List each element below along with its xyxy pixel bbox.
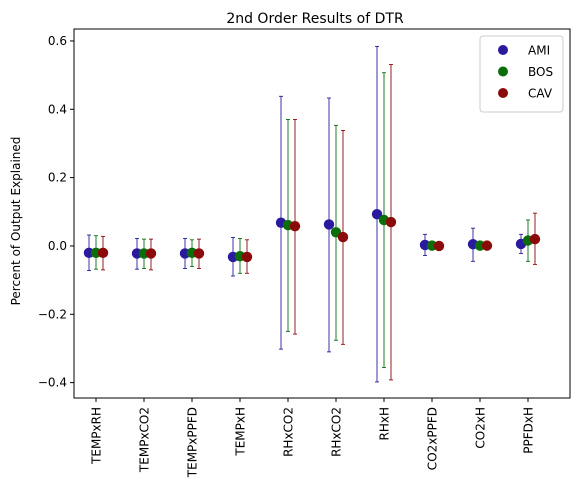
legend-marker-bos xyxy=(498,66,508,77)
data-point xyxy=(371,208,383,220)
x-tick-label: TEMPxH xyxy=(234,407,248,457)
x-tick-label: TEMPxCO2 xyxy=(138,407,152,473)
x-tick-label: CO2xPPFD xyxy=(426,407,440,470)
y-tick-label: −0.4 xyxy=(38,376,67,390)
x-tick-label: TEMPxPPFD xyxy=(186,407,200,478)
legend-marker-cav xyxy=(498,88,508,98)
data-point xyxy=(433,240,445,252)
chart-title: 2nd Order Results of DTR xyxy=(226,11,404,27)
y-tick-label: 0.6 xyxy=(48,34,67,48)
x-tick-label: RHxH xyxy=(378,407,392,441)
x-tick-label: CO2xH xyxy=(474,407,488,449)
data-point xyxy=(529,233,541,245)
data-point xyxy=(241,251,253,263)
x-tick-label: TEMPxRH xyxy=(90,407,104,465)
x-tick-label: RHxCO2 xyxy=(330,407,344,457)
x-axis: TEMPxRH TEMPxCO2 TEMPxPPFD TEMPxH RHxCO2 RHxC… xyxy=(90,398,536,478)
data-point xyxy=(145,248,157,259)
legend: AMI BOS CAV xyxy=(479,35,564,113)
legend-label: AMI xyxy=(528,44,550,58)
legend-label: CAV xyxy=(528,87,553,101)
x-tick-label: RHxCO2 xyxy=(282,407,296,457)
data-point xyxy=(323,219,335,230)
y-tick-label: 0.4 xyxy=(48,102,67,116)
data-point xyxy=(97,247,109,258)
plot-area xyxy=(83,45,541,383)
y-tick-label: −0.2 xyxy=(38,307,67,321)
data-point xyxy=(289,220,301,232)
series-ami xyxy=(83,45,527,383)
data-point xyxy=(481,240,493,251)
data-point xyxy=(385,216,397,228)
data-point xyxy=(193,248,205,259)
y-axis-label: Percent of Output Explained xyxy=(9,137,23,306)
y-axis: 0.6 0.4 0.2 0.0 −0.2 −0.4 xyxy=(38,34,74,390)
y-tick-label: 0.0 xyxy=(48,239,67,253)
series-cav xyxy=(97,64,541,381)
series-bos xyxy=(90,72,534,369)
legend-label: BOS xyxy=(528,65,553,79)
legend-marker-ami xyxy=(498,45,508,55)
y-tick-label: 0.2 xyxy=(48,171,67,185)
data-point xyxy=(337,231,349,243)
x-tick-label: PPFDxH xyxy=(522,407,536,454)
axes-frame xyxy=(73,28,571,399)
